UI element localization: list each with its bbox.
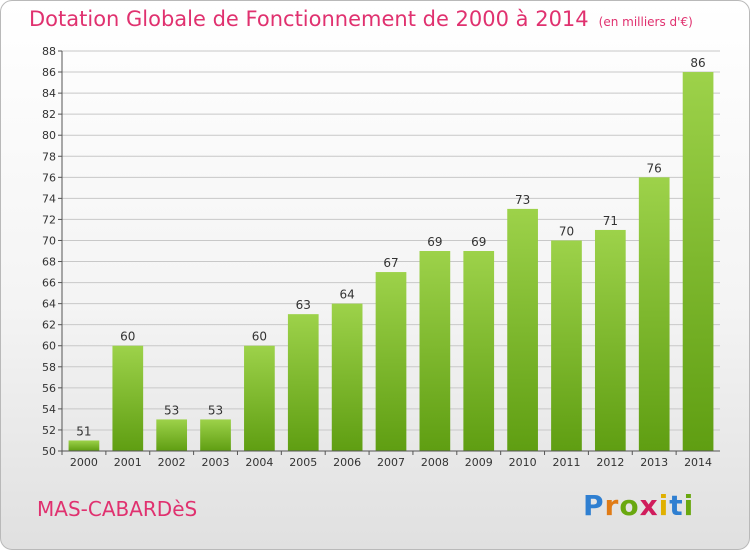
logo-letter: i	[658, 489, 670, 522]
bar-2007	[375, 272, 407, 451]
y-tick-label: 86	[42, 66, 56, 79]
x-tick-label-2005: 2005	[289, 456, 317, 469]
x-tick-label-2002: 2002	[158, 456, 186, 469]
y-tick-label: 84	[42, 87, 56, 100]
data-label-2003: 53	[208, 403, 223, 417]
bar-2004	[244, 345, 275, 451]
x-tick-label-2001: 2001	[114, 456, 142, 469]
logo-letter: o	[619, 489, 640, 522]
logo-letter: i	[683, 489, 695, 522]
y-tick-label: 56	[42, 382, 56, 395]
data-label-2006: 64	[339, 288, 354, 302]
bar-2014	[682, 72, 714, 451]
proxiti-logo[interactable]: Proxiti	[583, 489, 694, 522]
logo-letter: t	[669, 489, 684, 522]
y-tick-label: 50	[42, 445, 56, 458]
data-label-2011: 70	[559, 224, 574, 238]
x-tick-label-2004: 2004	[245, 456, 273, 469]
y-tick-label: 82	[42, 108, 56, 121]
bar-2011	[551, 240, 582, 451]
y-tick-label: 54	[42, 403, 56, 416]
chart-title-block: Dotation Globale de Fonctionnement de 20…	[29, 7, 693, 31]
bar-2005	[287, 314, 319, 451]
data-label-2008: 69	[427, 235, 442, 249]
axes: 50 52 54 56 58 60 62 64 66 68 70 72 74 76 78 80 82 84 86 88…	[42, 45, 720, 469]
y-tick-label: 74	[42, 192, 56, 205]
data-label-2005: 63	[296, 298, 311, 312]
logo-letter: P	[583, 489, 605, 522]
y-tick-label: 64	[42, 298, 56, 311]
logo-letter: r	[604, 489, 620, 522]
data-label-2002: 53	[164, 403, 179, 417]
y-tick-label: 70	[42, 234, 56, 247]
data-label-2001: 60	[120, 330, 135, 344]
bar-2009	[463, 251, 495, 451]
x-tick-label-2010: 2010	[509, 456, 537, 469]
y-tick-label: 78	[42, 150, 56, 163]
x-tick-label-2012: 2012	[596, 456, 624, 469]
x-tick-label-2013: 2013	[640, 456, 668, 469]
y-tick-label: 66	[42, 277, 56, 290]
bar-2008	[419, 251, 451, 451]
y-tick-label: 52	[42, 424, 56, 437]
bar-2013	[638, 177, 670, 451]
x-tick-label-2006: 2006	[333, 456, 361, 469]
y-tick-label: 58	[42, 361, 56, 374]
y-tick-label: 80	[42, 129, 56, 142]
logo-letter: x	[639, 489, 659, 522]
x-tick-label-2000: 2000	[70, 456, 98, 469]
y-tick-label: 76	[42, 171, 56, 184]
bars: 51 60 53 53 60 63 64 67 69 69 73 70 71 76 86	[68, 56, 714, 451]
x-tick-label-2014: 2014	[684, 456, 712, 469]
y-tick-label: 62	[42, 319, 56, 332]
data-label-2009: 69	[471, 235, 486, 249]
bar-2003	[200, 419, 231, 451]
data-label-2004: 60	[252, 330, 267, 344]
bar-2012	[594, 229, 626, 451]
data-label-2014: 86	[690, 56, 705, 70]
x-tick-label-2007: 2007	[377, 456, 405, 469]
chart-title: Dotation Globale de Fonctionnement de 20…	[29, 7, 589, 31]
data-label-2000: 51	[76, 424, 91, 438]
town-name: MAS-CABARDèS	[37, 497, 198, 521]
bar-2001	[112, 345, 144, 451]
bar-2002	[156, 419, 188, 451]
x-tick-label-2011: 2011	[552, 456, 580, 469]
y-tick-label: 88	[42, 45, 56, 58]
data-label-2010: 73	[515, 193, 530, 207]
chart-unit: (en milliers d'€)	[598, 15, 693, 29]
bar-2006	[331, 303, 363, 451]
y-tick-label: 72	[42, 213, 56, 226]
x-tick-label-2003: 2003	[202, 456, 230, 469]
data-label-2007: 67	[383, 256, 398, 270]
bar-2000	[68, 440, 100, 451]
y-tick-label: 68	[42, 256, 56, 269]
data-label-2013: 76	[647, 161, 662, 175]
bar-2010	[507, 208, 538, 451]
x-tick-label-2009: 2009	[465, 456, 493, 469]
data-label-2012: 71	[603, 214, 618, 228]
x-tick-label-2008: 2008	[421, 456, 449, 469]
y-tick-label: 60	[42, 340, 56, 353]
